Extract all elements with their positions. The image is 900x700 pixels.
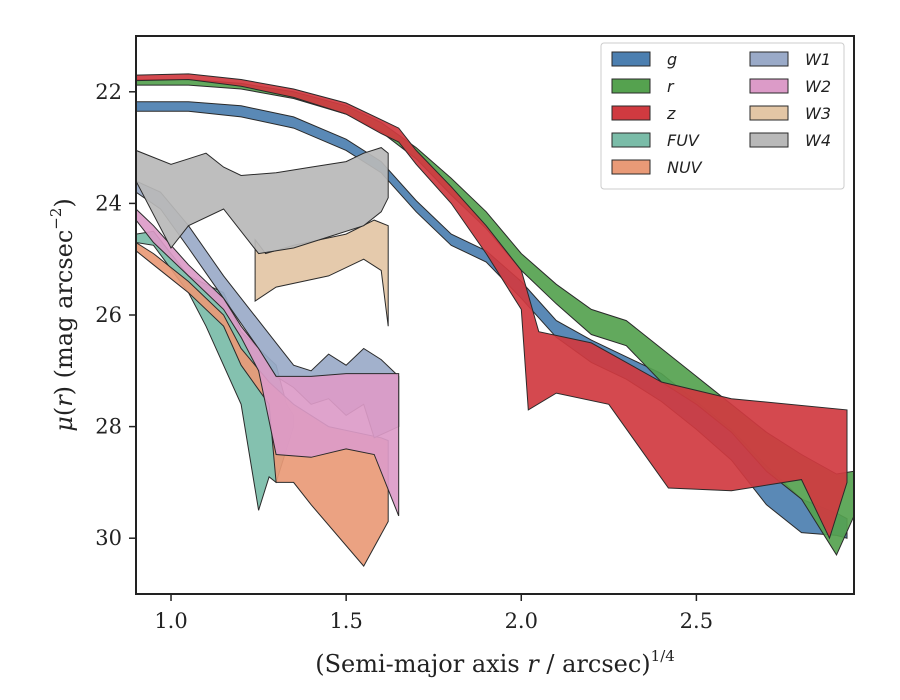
legend-swatch bbox=[611, 159, 651, 175]
x-axis-variable: r bbox=[527, 650, 540, 678]
legend-label: r bbox=[667, 77, 675, 96]
legend-label: W3 bbox=[805, 104, 831, 123]
legend: grz FUV NUV W1 W2 W3 W4 bbox=[600, 42, 845, 190]
legend-item-w1: W1 bbox=[749, 50, 831, 69]
x-axis-label-exponent: 1/4 bbox=[651, 647, 675, 665]
legend-item-r: r bbox=[611, 77, 675, 96]
legend-label: W4 bbox=[805, 131, 831, 150]
legend-label: W1 bbox=[805, 50, 831, 69]
x-tick-label: 1.0 bbox=[154, 609, 187, 633]
series-band-w4 bbox=[136, 147, 389, 255]
y-tick-label: 22 bbox=[95, 80, 122, 104]
y-tick-label: 30 bbox=[95, 526, 122, 550]
x-axis-label: (Semi-major axis r / arcsec)1/4 bbox=[315, 647, 675, 678]
series-band-g bbox=[136, 101, 848, 539]
legend-label: NUV bbox=[667, 158, 703, 177]
legend-label: FUV bbox=[667, 131, 700, 150]
series-band-nuv bbox=[136, 241, 389, 567]
legend-item-w2: W2 bbox=[749, 77, 831, 96]
y-axis-label-close: ) bbox=[50, 198, 78, 207]
series-band-z bbox=[136, 73, 848, 540]
legend-item-w4: W4 bbox=[749, 131, 831, 150]
y-tick-label: 24 bbox=[95, 191, 122, 215]
series-layer bbox=[136, 73, 854, 567]
legend-label: g bbox=[667, 50, 677, 69]
legend-item-w3: W3 bbox=[749, 104, 831, 123]
legend-swatch bbox=[611, 51, 651, 67]
legend-swatch bbox=[611, 132, 651, 148]
y-tick-label: 28 bbox=[95, 415, 122, 439]
legend-item-nuv: NUV bbox=[611, 158, 703, 177]
x-axis-label-text: (Semi-major axis r / arcsec) bbox=[315, 650, 650, 678]
legend-swatch bbox=[749, 51, 789, 67]
legend-item-g: g bbox=[611, 50, 677, 69]
legend-swatch bbox=[749, 132, 789, 148]
x-tick-label: 2.0 bbox=[505, 609, 538, 633]
axis-ticks: 1.0 1.5 2.0 2.5 22 24 26 28 30 bbox=[95, 80, 713, 633]
series-band-w2 bbox=[136, 208, 400, 517]
x-tick-label: 1.5 bbox=[329, 609, 362, 633]
legend-label: W2 bbox=[805, 77, 831, 96]
legend-label: z bbox=[666, 104, 676, 123]
legend-swatch bbox=[749, 78, 789, 94]
legend-swatch bbox=[611, 105, 651, 121]
y-axis-label-text: μ(r) (mag arcsec bbox=[50, 230, 78, 432]
x-tick-label: 2.5 bbox=[680, 609, 713, 633]
y-axis-label-exponent: −2 bbox=[47, 208, 65, 230]
y-axis-variable: r bbox=[50, 394, 78, 407]
y-axis-label: μ(r) (mag arcsec−2) bbox=[47, 198, 78, 432]
y-tick-label: 26 bbox=[95, 303, 122, 327]
legend-item-fuv: FUV bbox=[611, 131, 700, 150]
legend-swatch bbox=[611, 78, 651, 94]
legend-item-z: z bbox=[611, 104, 676, 123]
legend-swatch bbox=[749, 105, 789, 121]
